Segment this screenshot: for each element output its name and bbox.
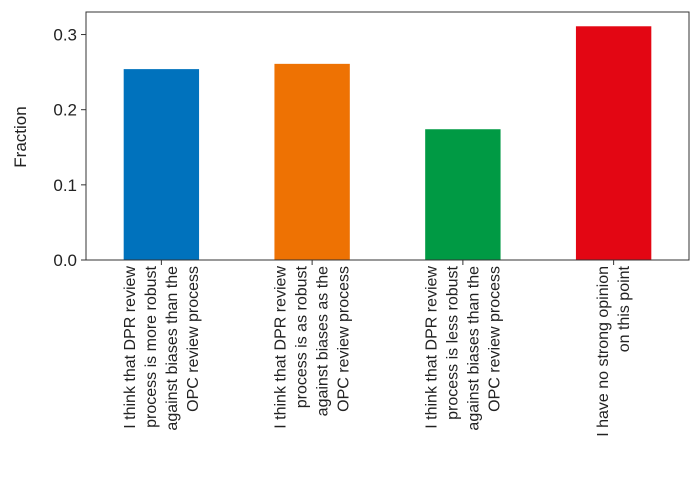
plot-frame: [85, 11, 690, 261]
y-tick-label-3: 0.2: [53, 101, 77, 120]
bar-4: [575, 26, 652, 260]
y-tick-label-4: 0.3: [53, 26, 77, 45]
category-label-1-line-3: against biases than the: [164, 266, 181, 431]
bar-2: [274, 63, 350, 260]
category-label-1-line-2: process is more robust: [143, 265, 160, 427]
bars-group: [123, 26, 652, 261]
y-axis: 0.0 0.1 0.2 0.3: [53, 26, 86, 270]
category-label-3-line-4: OPC review process: [486, 266, 503, 412]
category-label-3-line-1: I think that DPR review: [423, 266, 440, 429]
category-label-4-line-1: I have no strong opinion: [595, 266, 612, 437]
category-label-2-line-4: OPC review process: [336, 266, 353, 412]
category-label-2-line-1: I think that DPR review: [273, 266, 290, 429]
category-label-2-line-3: against biases as the: [315, 266, 332, 416]
y-tick-label-2: 0.1: [53, 176, 77, 195]
y-axis-label: Fraction: [11, 106, 30, 167]
category-label-1-line-1: I think that DPR review: [122, 266, 139, 429]
bar-1: [123, 69, 200, 261]
bar-3: [425, 129, 501, 260]
category-label-2-line-2: process is as robust: [294, 265, 311, 408]
category-label-3-line-2: process is less robust: [444, 265, 461, 419]
y-tick-label-1: 0.0: [53, 251, 77, 270]
category-label-4-line-2: on this point: [616, 265, 633, 352]
category-label-1-line-4: OPC review process: [185, 266, 202, 412]
category-label-3-line-3: against biases than the: [465, 266, 482, 431]
x-axis: I think that DPR review process is more r…: [122, 260, 633, 437]
